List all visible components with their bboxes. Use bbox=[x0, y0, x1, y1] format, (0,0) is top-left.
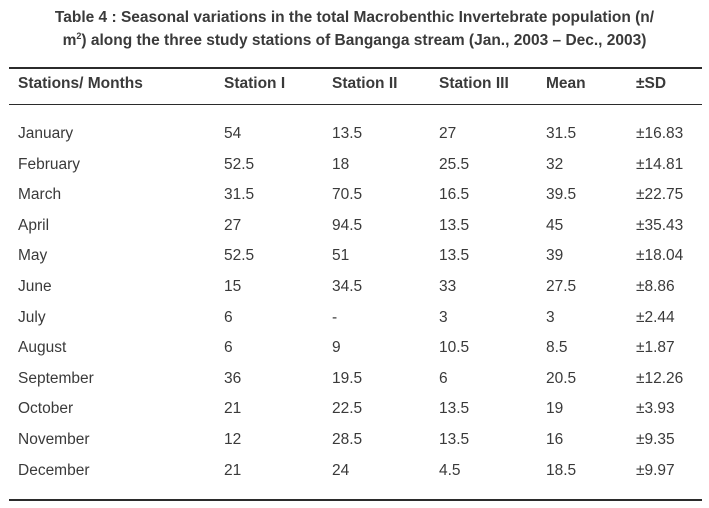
cell-sd: ±2.44 bbox=[636, 309, 675, 326]
cell-month: February bbox=[18, 156, 81, 173]
cell-month: October bbox=[18, 400, 74, 417]
caption-line-2-rest: ) along the three study stations of Bang… bbox=[81, 32, 647, 49]
cell-station-3: 13.5 bbox=[439, 431, 470, 448]
cell-station-3: 10.5 bbox=[439, 339, 470, 356]
cell-station-1: 27 bbox=[224, 217, 242, 234]
cell-month: December bbox=[18, 462, 90, 479]
cell-station-3: 33 bbox=[439, 278, 457, 295]
cell-mean: 31.5 bbox=[546, 125, 577, 142]
cell-station-2: 51 bbox=[332, 247, 350, 264]
cell-station-3: 27 bbox=[439, 125, 457, 142]
cell-station-1: 52.5 bbox=[224, 247, 255, 264]
cell-month: June bbox=[18, 278, 52, 295]
cell-station-2: - bbox=[332, 309, 338, 326]
cell-mean: 39 bbox=[546, 247, 564, 264]
cell-station-3: 25.5 bbox=[439, 156, 470, 173]
cell-station-2: 70.5 bbox=[332, 186, 363, 203]
cell-station-3: 13.5 bbox=[439, 400, 470, 417]
header-station-3: Station III bbox=[439, 75, 509, 92]
cell-month: September bbox=[18, 370, 94, 387]
header-station-1: Station I bbox=[224, 75, 286, 92]
caption-unit-base: m bbox=[62, 32, 77, 49]
cell-mean: 39.5 bbox=[546, 186, 577, 203]
cell-mean: 32 bbox=[546, 156, 564, 173]
header-stations-months: Stations/ Months bbox=[18, 75, 143, 92]
cell-mean: 45 bbox=[546, 217, 564, 234]
cell-station-3: 13.5 bbox=[439, 217, 470, 234]
cell-station-1: 31.5 bbox=[224, 186, 255, 203]
cell-station-1: 52.5 bbox=[224, 156, 255, 173]
cell-station-2: 94.5 bbox=[332, 217, 363, 234]
header-mean: Mean bbox=[546, 75, 586, 92]
cell-station-3: 6 bbox=[439, 370, 448, 387]
cell-mean: 18.5 bbox=[546, 462, 577, 479]
cell-sd: ±18.04 bbox=[636, 247, 684, 264]
table-header-rule bbox=[9, 104, 702, 105]
cell-mean: 19 bbox=[546, 400, 564, 417]
cell-sd: ±12.26 bbox=[636, 370, 684, 387]
cell-month: May bbox=[18, 247, 48, 264]
cell-mean: 20.5 bbox=[546, 370, 577, 387]
cell-station-3: 13.5 bbox=[439, 247, 470, 264]
cell-station-2: 13.5 bbox=[332, 125, 363, 142]
caption-line-2: m2) along the three study stations of Ba… bbox=[0, 29, 709, 52]
cell-month: November bbox=[18, 431, 90, 448]
cell-sd: ±8.86 bbox=[636, 278, 675, 295]
cell-sd: ±14.81 bbox=[636, 156, 684, 173]
cell-station-3: 3 bbox=[439, 309, 448, 326]
caption-unit-superscript: 2 bbox=[76, 31, 82, 41]
cell-sd: ±9.97 bbox=[636, 462, 675, 479]
cell-station-3: 16.5 bbox=[439, 186, 470, 203]
cell-month: April bbox=[18, 217, 50, 234]
cell-month: July bbox=[18, 309, 46, 326]
cell-station-1: 21 bbox=[224, 400, 242, 417]
cell-mean: 16 bbox=[546, 431, 564, 448]
cell-station-3: 4.5 bbox=[439, 462, 461, 479]
cell-station-2: 34.5 bbox=[332, 278, 363, 295]
table-caption: Table 4 : Seasonal variations in the tot… bbox=[0, 6, 709, 52]
cell-sd: ±16.83 bbox=[636, 125, 684, 142]
cell-station-1: 6 bbox=[224, 309, 233, 326]
cell-month: January bbox=[18, 125, 74, 142]
cell-station-2: 28.5 bbox=[332, 431, 363, 448]
header-sd: ±SD bbox=[636, 75, 667, 92]
cell-station-1: 6 bbox=[224, 339, 233, 356]
header-station-2: Station II bbox=[332, 75, 398, 92]
cell-station-1: 21 bbox=[224, 462, 242, 479]
cell-sd: ±1.87 bbox=[636, 339, 675, 356]
cell-station-2: 9 bbox=[332, 339, 341, 356]
cell-station-1: 15 bbox=[224, 278, 242, 295]
cell-month: August bbox=[18, 339, 67, 356]
cell-station-2: 19.5 bbox=[332, 370, 363, 387]
cell-station-2: 22.5 bbox=[332, 400, 363, 417]
caption-line-1: Table 4 : Seasonal variations in the tot… bbox=[54, 9, 655, 26]
cell-station-2: 18 bbox=[332, 156, 350, 173]
cell-mean: 3 bbox=[546, 309, 555, 326]
cell-mean: 8.5 bbox=[546, 339, 568, 356]
cell-station-1: 54 bbox=[224, 125, 242, 142]
cell-sd: ±9.35 bbox=[636, 431, 675, 448]
cell-mean: 27.5 bbox=[546, 278, 577, 295]
cell-station-1: 12 bbox=[224, 431, 242, 448]
table-top-rule bbox=[9, 67, 702, 69]
cell-sd: ±35.43 bbox=[636, 217, 684, 234]
cell-station-1: 36 bbox=[224, 370, 242, 387]
cell-sd: ±3.93 bbox=[636, 400, 675, 417]
table-bottom-rule bbox=[9, 499, 702, 501]
cell-month: March bbox=[18, 186, 62, 203]
cell-sd: ±22.75 bbox=[636, 186, 684, 203]
cell-station-2: 24 bbox=[332, 462, 350, 479]
